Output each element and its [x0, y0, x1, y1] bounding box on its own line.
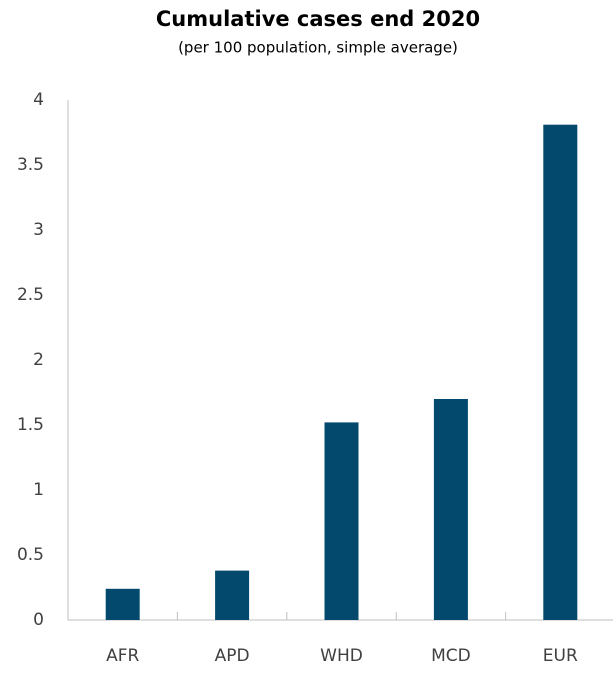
x-tick-label: AFR [106, 646, 139, 666]
bar [433, 399, 468, 620]
y-tick-label: 0.5 [17, 545, 44, 565]
bar [543, 124, 578, 620]
y-tick-label: 1 [33, 480, 44, 500]
bar [215, 570, 250, 620]
chart-title: Cumulative cases end 2020 [156, 7, 480, 31]
y-tick-label: 3.5 [17, 155, 44, 175]
y-tick-label: 2 [33, 350, 44, 370]
x-tick-label: WHD [320, 646, 363, 666]
y-tick-label: 3 [33, 220, 44, 240]
x-tick-label: MCD [431, 646, 471, 666]
x-tick-label: EUR [543, 646, 578, 666]
y-tick-label: 2.5 [17, 285, 44, 305]
bar [105, 588, 140, 620]
y-tick-label: 1.5 [17, 415, 44, 435]
x-tick-label: APD [215, 646, 250, 666]
y-tick-label: 0 [33, 610, 44, 630]
chart-subtitle: (per 100 population, simple average) [178, 39, 458, 57]
bar [324, 422, 359, 620]
y-tick-label: 4 [33, 90, 44, 110]
